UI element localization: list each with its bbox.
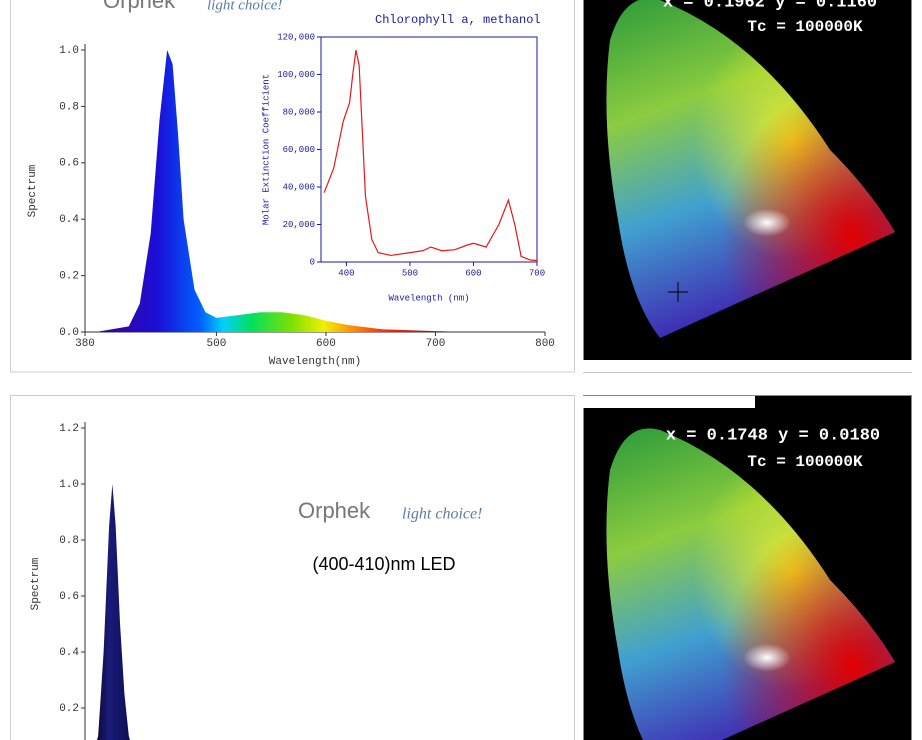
panel-frame <box>10 0 575 373</box>
y-tick-label: 1.2 <box>59 423 79 435</box>
cie-gamut <box>606 428 895 740</box>
x-tick-label: 600 <box>316 338 336 350</box>
y-tick-label: 0.6 <box>59 591 79 603</box>
y-tick-label: 40,000 <box>283 182 315 192</box>
panel-frame <box>10 395 575 740</box>
subtitle: (400-410)nm LED <box>312 554 455 574</box>
chart-title: Chlorophyll a, methanol <box>375 13 541 27</box>
tagline: light choice! <box>402 506 482 523</box>
y-tick-label: 60,000 <box>283 145 315 155</box>
y-axis-label: Spectrum <box>27 164 39 217</box>
x-tick-label: 380 <box>75 338 95 350</box>
y-tick-label: 0 <box>310 257 315 267</box>
y-tick-label: 0.6 <box>59 158 79 170</box>
y-tick-label: 0.2 <box>59 271 79 283</box>
y-tick-label: 80,000 <box>283 107 315 117</box>
tagline: light choice! <box>207 0 282 13</box>
y-tick-label: 1.0 <box>59 479 79 491</box>
y-tick-label: 0.0 <box>59 327 79 339</box>
cie-coordinates: x = 0.1962 y = 0.1160 <box>663 0 877 12</box>
spectrum-line <box>323 50 538 262</box>
x-axis-label: Wavelength (nm) <box>388 293 469 303</box>
cie-temperature: Tc = 100000K <box>747 18 863 36</box>
x-tick-label: 400 <box>338 268 354 278</box>
y-axis-label: Molar Extinction Coefficient <box>261 74 271 225</box>
cie-temperature: Tc = 100000K <box>747 453 863 471</box>
cie-scale <box>583 396 755 408</box>
y-tick-label: 1.0 <box>59 45 79 57</box>
x-tick-label: 500 <box>402 268 418 278</box>
y-tick-label: 20,000 <box>283 220 315 230</box>
y-tick-label: 100,000 <box>277 70 315 80</box>
x-tick-label: 700 <box>529 268 545 278</box>
y-axis-label: Spectrum <box>30 557 42 610</box>
x-axis-label: Wavelength(nm) <box>269 356 361 368</box>
x-tick-label: 600 <box>465 268 481 278</box>
cie-coordinates: x = 0.1748 y = 0.0180 <box>666 426 880 445</box>
logo: Orphek <box>103 0 176 13</box>
x-tick-label: 800 <box>535 338 555 350</box>
y-tick-label: 0.8 <box>59 101 79 113</box>
cie-panel: x = 0.1962 y = 0.1160 Tc = 100000K <box>583 0 912 373</box>
cie-white <box>695 175 815 245</box>
cie-gamut <box>606 0 895 338</box>
spectrum-area <box>95 50 469 332</box>
y-tick-label: 0.4 <box>59 214 79 226</box>
cie-white <box>695 610 815 680</box>
logo: Orphek <box>298 498 371 523</box>
y-tick-label: 120,000 <box>277 32 315 42</box>
y-tick-label: 0.2 <box>59 703 79 715</box>
y-tick-label: 0.8 <box>59 535 79 547</box>
cie-scale <box>583 360 912 372</box>
spectrum-area <box>97 484 130 740</box>
cie-panel: x = 0.1748 y = 0.0180 Tc = 100000K <box>583 395 912 740</box>
x-tick-label: 500 <box>207 338 227 350</box>
y-tick-label: 0.4 <box>59 647 79 659</box>
x-tick-label: 700 <box>426 338 446 350</box>
